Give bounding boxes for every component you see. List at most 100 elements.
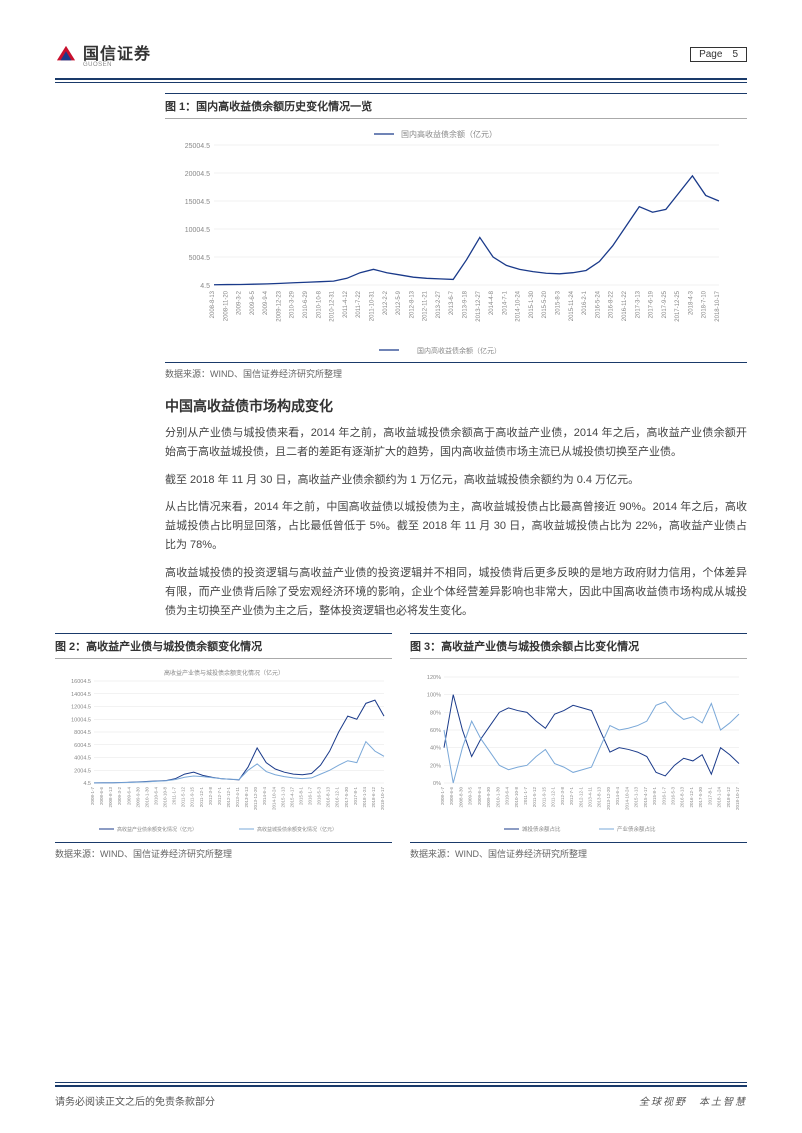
svg-text:10004.5: 10004.5	[185, 227, 210, 234]
page-header: 国信证券 GUOSEN Page 5	[55, 40, 747, 76]
svg-text:5004.5: 5004.5	[189, 255, 211, 262]
page-label: Page	[699, 49, 722, 60]
svg-text:2016-5-24: 2016-5-24	[595, 290, 601, 318]
svg-text:2014-10-24: 2014-10-24	[624, 787, 629, 811]
svg-text:2015-8-3: 2015-8-3	[556, 290, 562, 315]
svg-text:2016-1-7: 2016-1-7	[308, 787, 313, 806]
svg-text:2014-6-4: 2014-6-4	[262, 787, 267, 806]
svg-text:2015-8-1: 2015-8-1	[298, 787, 303, 806]
footer-tagline: 全球视野 本土智慧	[639, 1093, 747, 1108]
svg-text:2010-10-8: 2010-10-8	[514, 787, 519, 808]
svg-text:2012-5-9: 2012-5-9	[396, 290, 402, 315]
svg-text:2018-1-24: 2018-1-24	[362, 787, 367, 808]
svg-text:2013-2-27: 2013-2-27	[436, 290, 442, 318]
svg-text:8004.5: 8004.5	[74, 730, 91, 736]
figure-1-source: 数据来源：WIND、国信证券经济研究所整理	[165, 362, 747, 384]
svg-text:0%: 0%	[433, 781, 441, 787]
svg-text:2008-1-7: 2008-1-7	[440, 787, 445, 806]
svg-text:2010-10-8: 2010-10-8	[316, 290, 322, 318]
svg-text:2008-1-7: 2008-1-7	[90, 787, 95, 806]
svg-text:2014-4-8: 2014-4-8	[489, 290, 495, 315]
svg-text:2016-2-1: 2016-2-1	[582, 290, 588, 315]
svg-text:2017-8-1: 2017-8-1	[707, 787, 712, 806]
svg-text:2013-9-18: 2013-9-18	[463, 290, 469, 318]
svg-text:2010-12-31: 2010-12-31	[330, 290, 336, 321]
svg-text:2016-12-1: 2016-12-1	[335, 787, 340, 808]
svg-text:12004.5: 12004.5	[71, 705, 91, 711]
svg-text:2011-1-7: 2011-1-7	[523, 787, 528, 805]
svg-text:2018-10-17: 2018-10-17	[735, 787, 740, 811]
svg-text:2010-6-4: 2010-6-4	[153, 787, 158, 806]
svg-text:2016-5-3: 2016-5-3	[670, 787, 675, 806]
svg-text:2014-7-1: 2014-7-1	[502, 290, 508, 315]
svg-text:2018-4-3: 2018-4-3	[688, 290, 694, 315]
svg-text:2012-12-1: 2012-12-1	[578, 787, 583, 808]
svg-text:2018-6-12: 2018-6-12	[371, 787, 376, 808]
svg-text:2016-1-7: 2016-1-7	[661, 787, 666, 806]
svg-text:2013-12-20: 2013-12-20	[253, 787, 258, 811]
svg-text:2018-1-24: 2018-1-24	[717, 787, 722, 808]
guosen-logo-icon	[55, 44, 77, 64]
svg-text:2012-7-1: 2012-7-1	[569, 787, 574, 806]
svg-text:2009-9-30: 2009-9-30	[486, 787, 491, 808]
brand-name: 国信证券	[83, 40, 151, 64]
svg-text:2004.5: 2004.5	[74, 769, 91, 775]
header-rule-thick	[55, 78, 747, 80]
svg-text:2014-10-24: 2014-10-24	[271, 787, 276, 811]
svg-text:2008-6-6: 2008-6-6	[99, 787, 104, 806]
figure-1-title: 图 1：国内高收益债余额历史变化情况一览	[165, 98, 747, 114]
page-number: 5	[732, 49, 738, 60]
svg-text:国内高收益债余额（亿元）: 国内高收益债余额（亿元）	[401, 129, 497, 139]
footer-disclaimer: 请务必阅读正文之后的免责条款部分	[55, 1093, 215, 1108]
svg-text:2010-1-30: 2010-1-30	[144, 787, 149, 808]
svg-text:2009-9-30: 2009-9-30	[135, 787, 140, 808]
figure-1-chart: 国内高收益债余额（亿元） 4.5 5004.5 10004.5 15004.5 20004…	[169, 125, 729, 355]
svg-text:2017-6-19: 2017-6-19	[649, 290, 655, 318]
svg-text:2011-5-12: 2011-5-12	[181, 787, 186, 808]
brand-logo: 国信证券 GUOSEN	[55, 40, 151, 68]
svg-text:80%: 80%	[430, 711, 441, 717]
svg-text:2010-1-30: 2010-1-30	[495, 787, 500, 808]
svg-text:2012-3-8: 2012-3-8	[560, 787, 565, 806]
svg-text:2012-2-2: 2012-2-2	[383, 290, 389, 315]
section-body: 中国高收益债市场构成变化 分别从产业债与城投债来看，2014 年之前，高收益城投…	[165, 396, 747, 621]
svg-text:2015-1-13: 2015-1-13	[280, 787, 285, 808]
figure-2: 图 2：高收益产业债与城投债余额变化情况 高收益产业债与城投债余额变化情况（亿元…	[55, 633, 392, 864]
figure-3-title: 图 3：高收益产业债与城投债余额占比变化情况	[410, 638, 747, 654]
svg-text:国内高收益债余额（亿元）: 国内高收益债余额（亿元）	[417, 346, 501, 355]
svg-text:2011-9-15: 2011-9-15	[541, 787, 546, 808]
svg-text:4.5: 4.5	[200, 283, 210, 290]
paragraph-1: 分别从产业债与城投债来看，2014 年之前，高收益城投债余额高于高收益产业债，2…	[165, 424, 747, 463]
svg-text:2012-3-8: 2012-3-8	[208, 787, 213, 806]
header-rule-thin	[55, 82, 747, 83]
svg-text:20004.5: 20004.5	[185, 171, 210, 178]
svg-text:2015-5-20: 2015-5-20	[542, 290, 548, 318]
svg-text:14004.5: 14004.5	[71, 692, 91, 698]
svg-text:2009-6-5: 2009-6-5	[250, 290, 256, 315]
footer-rule-thick	[55, 1085, 747, 1087]
svg-text:2013-8-13: 2013-8-13	[597, 787, 602, 808]
svg-text:2013-4-11: 2013-4-11	[588, 787, 593, 808]
svg-text:2012-12-1: 2012-12-1	[226, 787, 231, 808]
svg-text:高收益城投债余额变化情况（亿元）: 高收益城投债余额变化情况（亿元）	[257, 826, 337, 833]
svg-text:16004.5: 16004.5	[71, 679, 91, 685]
svg-text:2016-5-3: 2016-5-3	[317, 787, 322, 806]
svg-text:2008-11-20: 2008-11-20	[223, 290, 229, 321]
svg-text:2013-8-13: 2013-8-13	[244, 787, 249, 808]
svg-text:2008-8-30: 2008-8-30	[458, 787, 463, 808]
page-number-box: Page 5	[690, 47, 747, 62]
svg-text:15004.5: 15004.5	[185, 199, 210, 206]
svg-text:2015-4-17: 2015-4-17	[289, 787, 294, 808]
svg-text:2009-3-2: 2009-3-2	[237, 290, 243, 315]
figure-3: 图 3：高收益产业债与城投债余额占比变化情况 0%20%40%60%80%100…	[410, 633, 747, 864]
figure-2-source: 数据来源：WIND、国信证券经济研究所整理	[55, 842, 392, 864]
svg-text:2018-10-17: 2018-10-17	[380, 787, 385, 811]
svg-text:2009-6-4: 2009-6-4	[477, 787, 482, 806]
svg-text:2013-6-7: 2013-6-7	[449, 290, 455, 315]
svg-text:2015-8-1: 2015-8-1	[652, 787, 657, 806]
svg-text:2016-8-13: 2016-8-13	[326, 787, 331, 808]
svg-text:2008-8-13: 2008-8-13	[210, 290, 216, 318]
svg-text:4004.5: 4004.5	[74, 756, 91, 762]
svg-text:2016-11-22: 2016-11-22	[622, 290, 628, 321]
svg-text:2017-8-1: 2017-8-1	[353, 787, 358, 806]
